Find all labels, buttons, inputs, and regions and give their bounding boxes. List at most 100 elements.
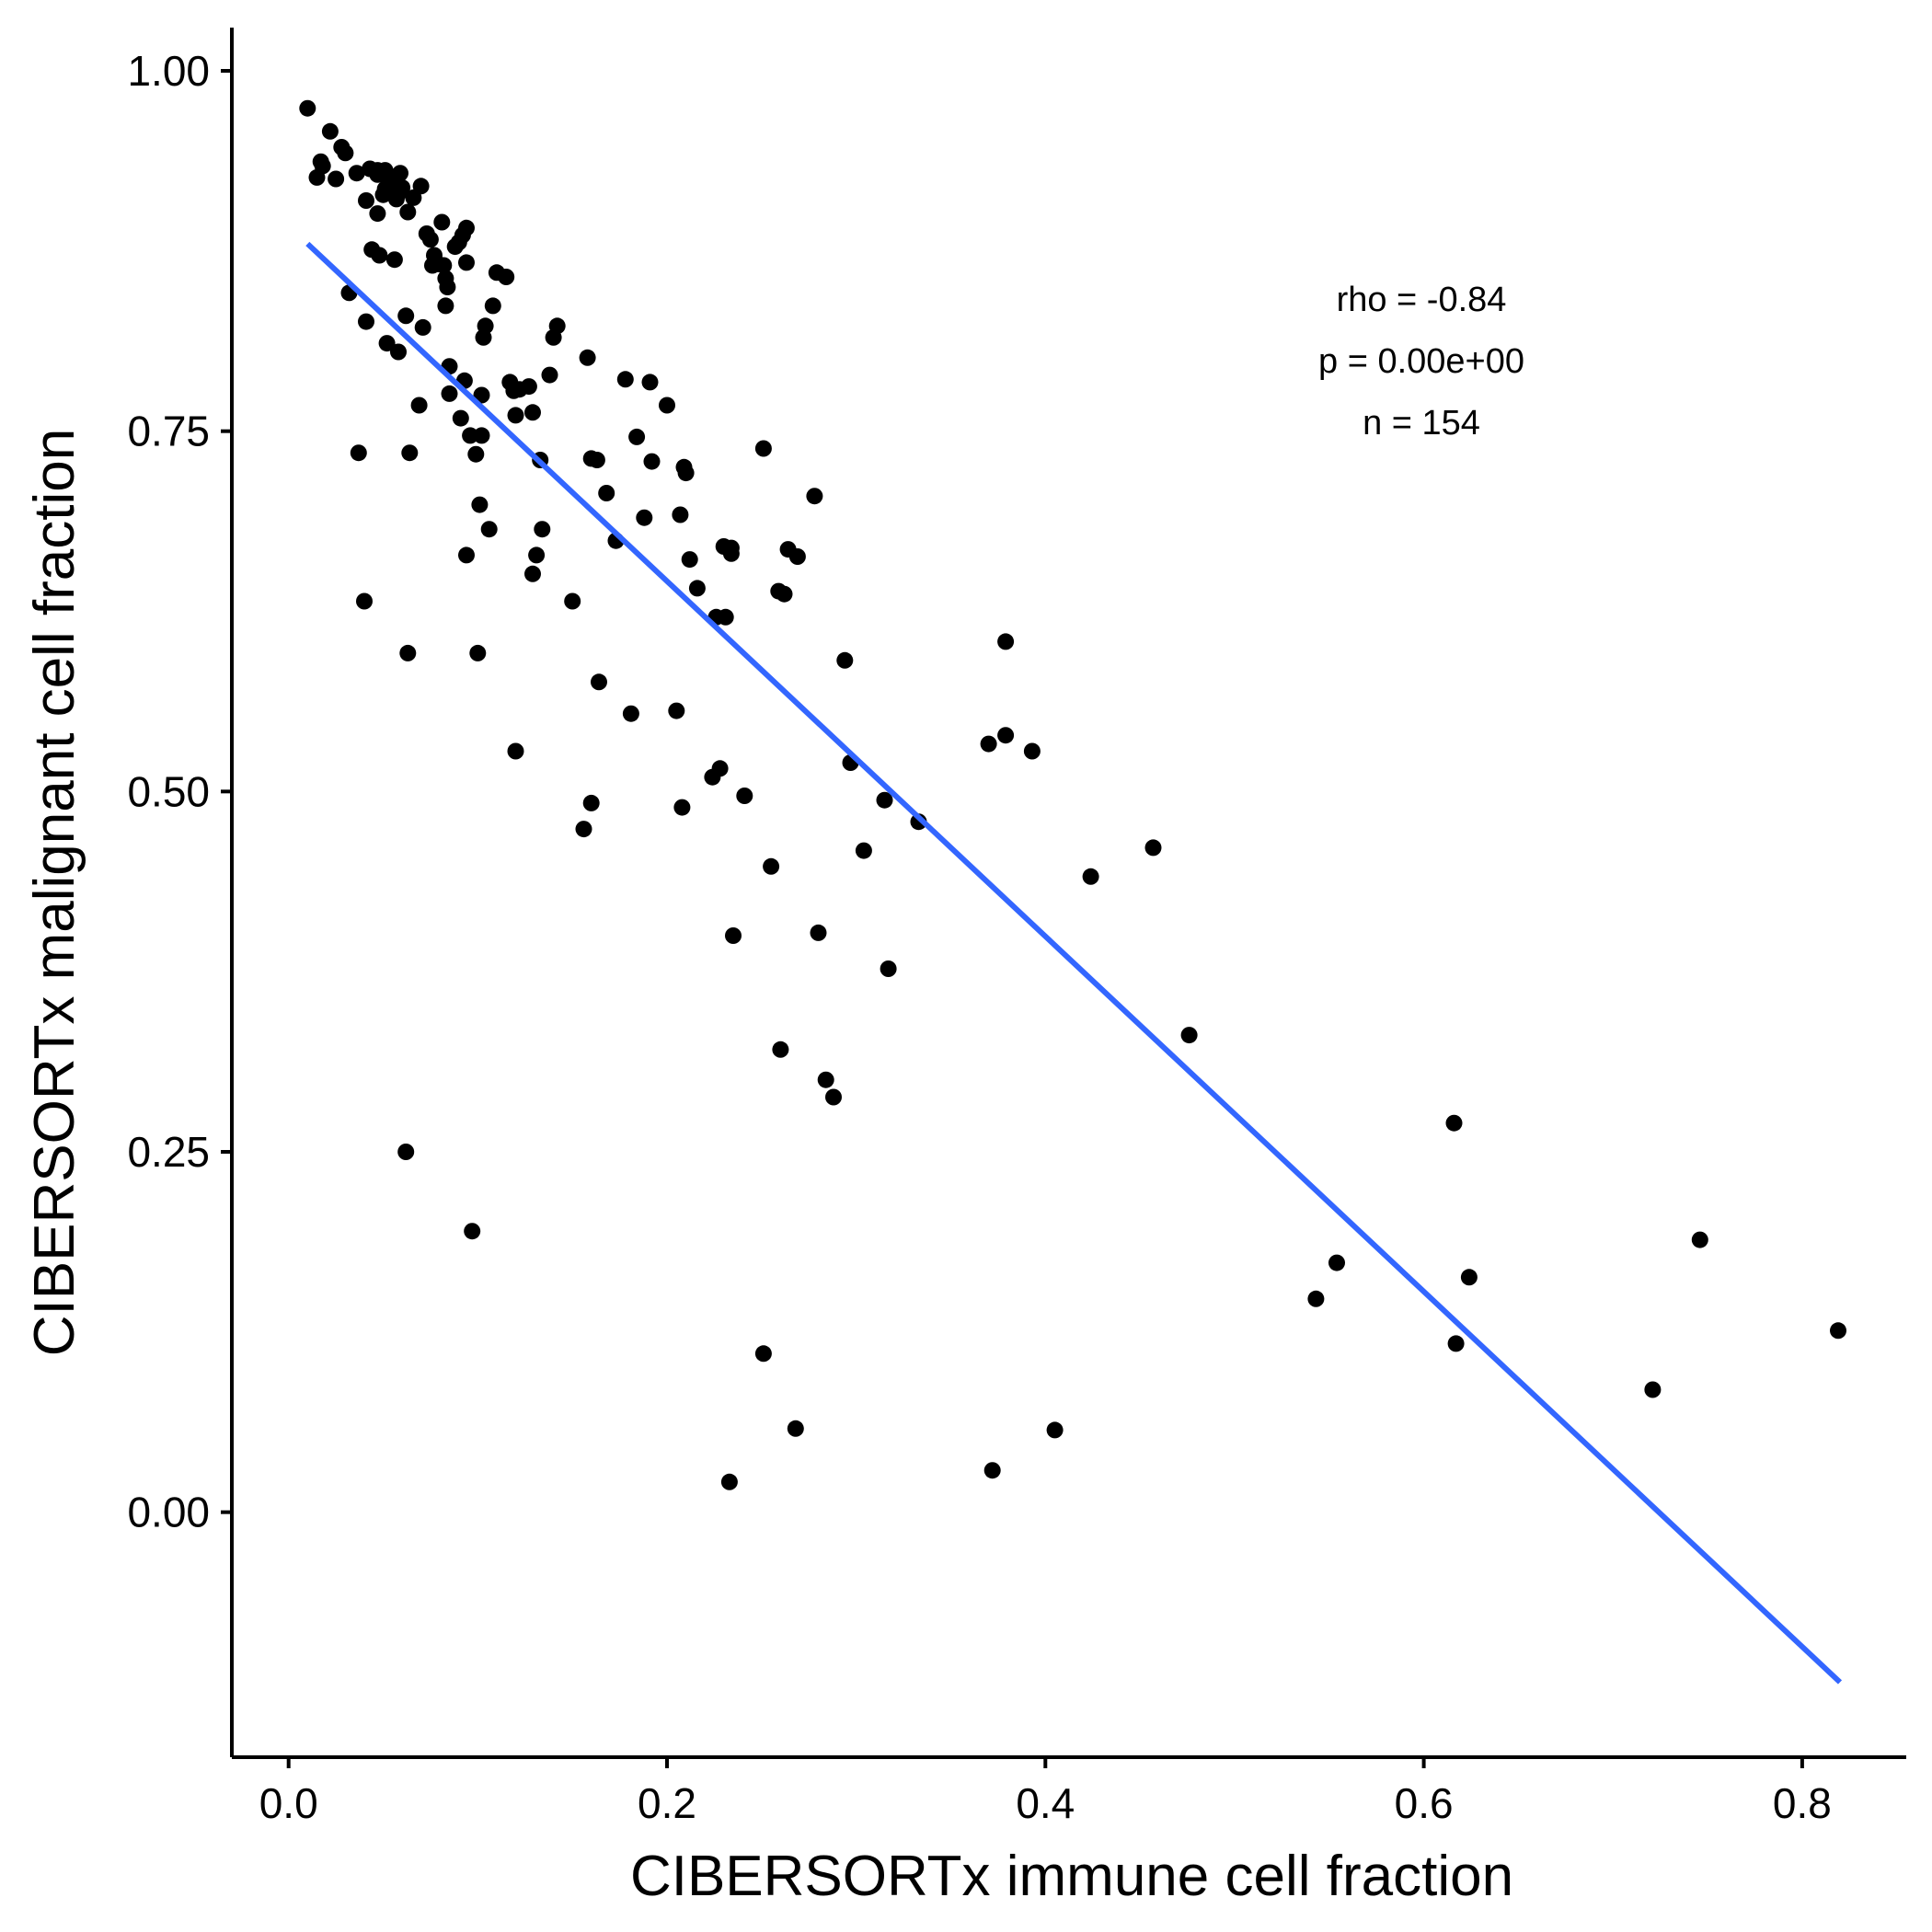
data-point	[668, 702, 685, 719]
data-point	[299, 99, 316, 117]
data-point	[1830, 1322, 1846, 1340]
data-point	[641, 374, 659, 391]
data-point	[636, 509, 653, 526]
data-point	[997, 727, 1015, 744]
x-tick-label: 0.6	[1395, 1779, 1454, 1827]
data-point	[464, 1223, 481, 1240]
data-point	[378, 335, 396, 352]
data-point	[598, 485, 615, 501]
data-point	[1447, 1335, 1465, 1352]
data-point	[524, 404, 541, 421]
data-point	[421, 231, 439, 248]
data-point	[1082, 868, 1099, 885]
y-axis-ticks: 0.00 0.25 0.50 0.75 1.00	[127, 47, 232, 1536]
stat-p-annotation: p = 0.00e+00	[1318, 342, 1524, 381]
data-point	[575, 821, 592, 838]
data-point	[390, 343, 407, 361]
data-point	[754, 440, 772, 457]
data-point	[401, 444, 419, 462]
data-point	[469, 644, 487, 661]
data-point	[473, 386, 490, 404]
data-point	[754, 1345, 772, 1363]
data-point	[1445, 1114, 1463, 1132]
data-point	[622, 705, 639, 722]
data-point	[659, 397, 675, 414]
data-point	[1328, 1254, 1345, 1271]
data-point	[541, 366, 558, 384]
data-point	[616, 371, 634, 388]
y-tick-label: 0.50	[127, 767, 210, 815]
data-point	[722, 545, 740, 562]
data-point	[736, 788, 753, 804]
data-point	[467, 445, 485, 463]
data-point	[394, 178, 411, 196]
data-point	[787, 1420, 804, 1437]
data-point	[458, 546, 475, 564]
x-tick-label: 0.0	[259, 1779, 318, 1827]
data-point	[817, 1071, 834, 1088]
data-point	[371, 247, 388, 264]
data-point	[414, 318, 431, 336]
data-point	[507, 742, 524, 760]
data-point	[452, 409, 469, 427]
data-point	[1180, 1027, 1198, 1044]
data-point	[810, 924, 827, 941]
data-point	[337, 144, 354, 162]
data-point	[548, 317, 566, 335]
data-point	[720, 1473, 738, 1490]
data-point	[385, 251, 403, 269]
y-tick-label: 0.25	[127, 1128, 210, 1176]
data-point	[392, 165, 408, 182]
x-tick-label: 0.8	[1773, 1779, 1832, 1827]
data-point	[480, 521, 498, 538]
data-point	[397, 307, 415, 325]
data-point	[484, 297, 501, 315]
data-point	[437, 297, 454, 315]
data-point	[725, 927, 742, 944]
data-point	[348, 165, 365, 182]
data-point	[477, 317, 494, 335]
data-point	[1691, 1231, 1708, 1248]
data-point	[717, 608, 734, 626]
data-point	[520, 378, 537, 396]
x-tick-label: 0.2	[638, 1779, 696, 1827]
data-point	[772, 1041, 789, 1058]
data-point	[458, 254, 475, 271]
data-point	[855, 842, 872, 859]
data-point	[1307, 1290, 1325, 1307]
data-point	[983, 1462, 1001, 1479]
data-point	[711, 760, 729, 777]
data-point	[672, 506, 689, 523]
data-point	[980, 735, 997, 753]
stat-n-annotation: n = 154	[1363, 404, 1480, 443]
data-point	[688, 580, 706, 597]
x-axis-title: CIBERSORTx immune cell fraction	[630, 1845, 1513, 1908]
data-point	[358, 313, 374, 330]
data-point	[439, 279, 456, 295]
stat-rho-annotation: rho = -0.84	[1337, 281, 1507, 319]
data-point	[788, 548, 806, 565]
data-point	[588, 452, 605, 468]
data-point	[441, 385, 458, 402]
data-point	[524, 565, 541, 582]
data-point	[350, 444, 367, 462]
data-point	[1644, 1381, 1662, 1398]
data-point	[763, 857, 780, 875]
data-point	[564, 592, 581, 610]
data-point	[1023, 742, 1041, 760]
data-point	[399, 644, 417, 661]
data-point	[1046, 1421, 1064, 1439]
x-axis-ticks: 0.0 0.2 0.4 0.6 0.8	[259, 1757, 1832, 1827]
data-point	[1144, 839, 1162, 857]
x-tick-label: 0.4	[1016, 1779, 1075, 1827]
data-point	[412, 178, 430, 195]
data-point	[507, 407, 524, 424]
y-tick-label: 1.00	[127, 47, 210, 95]
data-point	[321, 122, 339, 140]
regression-line	[305, 241, 1843, 1685]
data-point	[528, 546, 546, 564]
data-point	[435, 257, 453, 274]
points-layer	[299, 99, 1846, 1490]
data-point	[681, 551, 698, 569]
